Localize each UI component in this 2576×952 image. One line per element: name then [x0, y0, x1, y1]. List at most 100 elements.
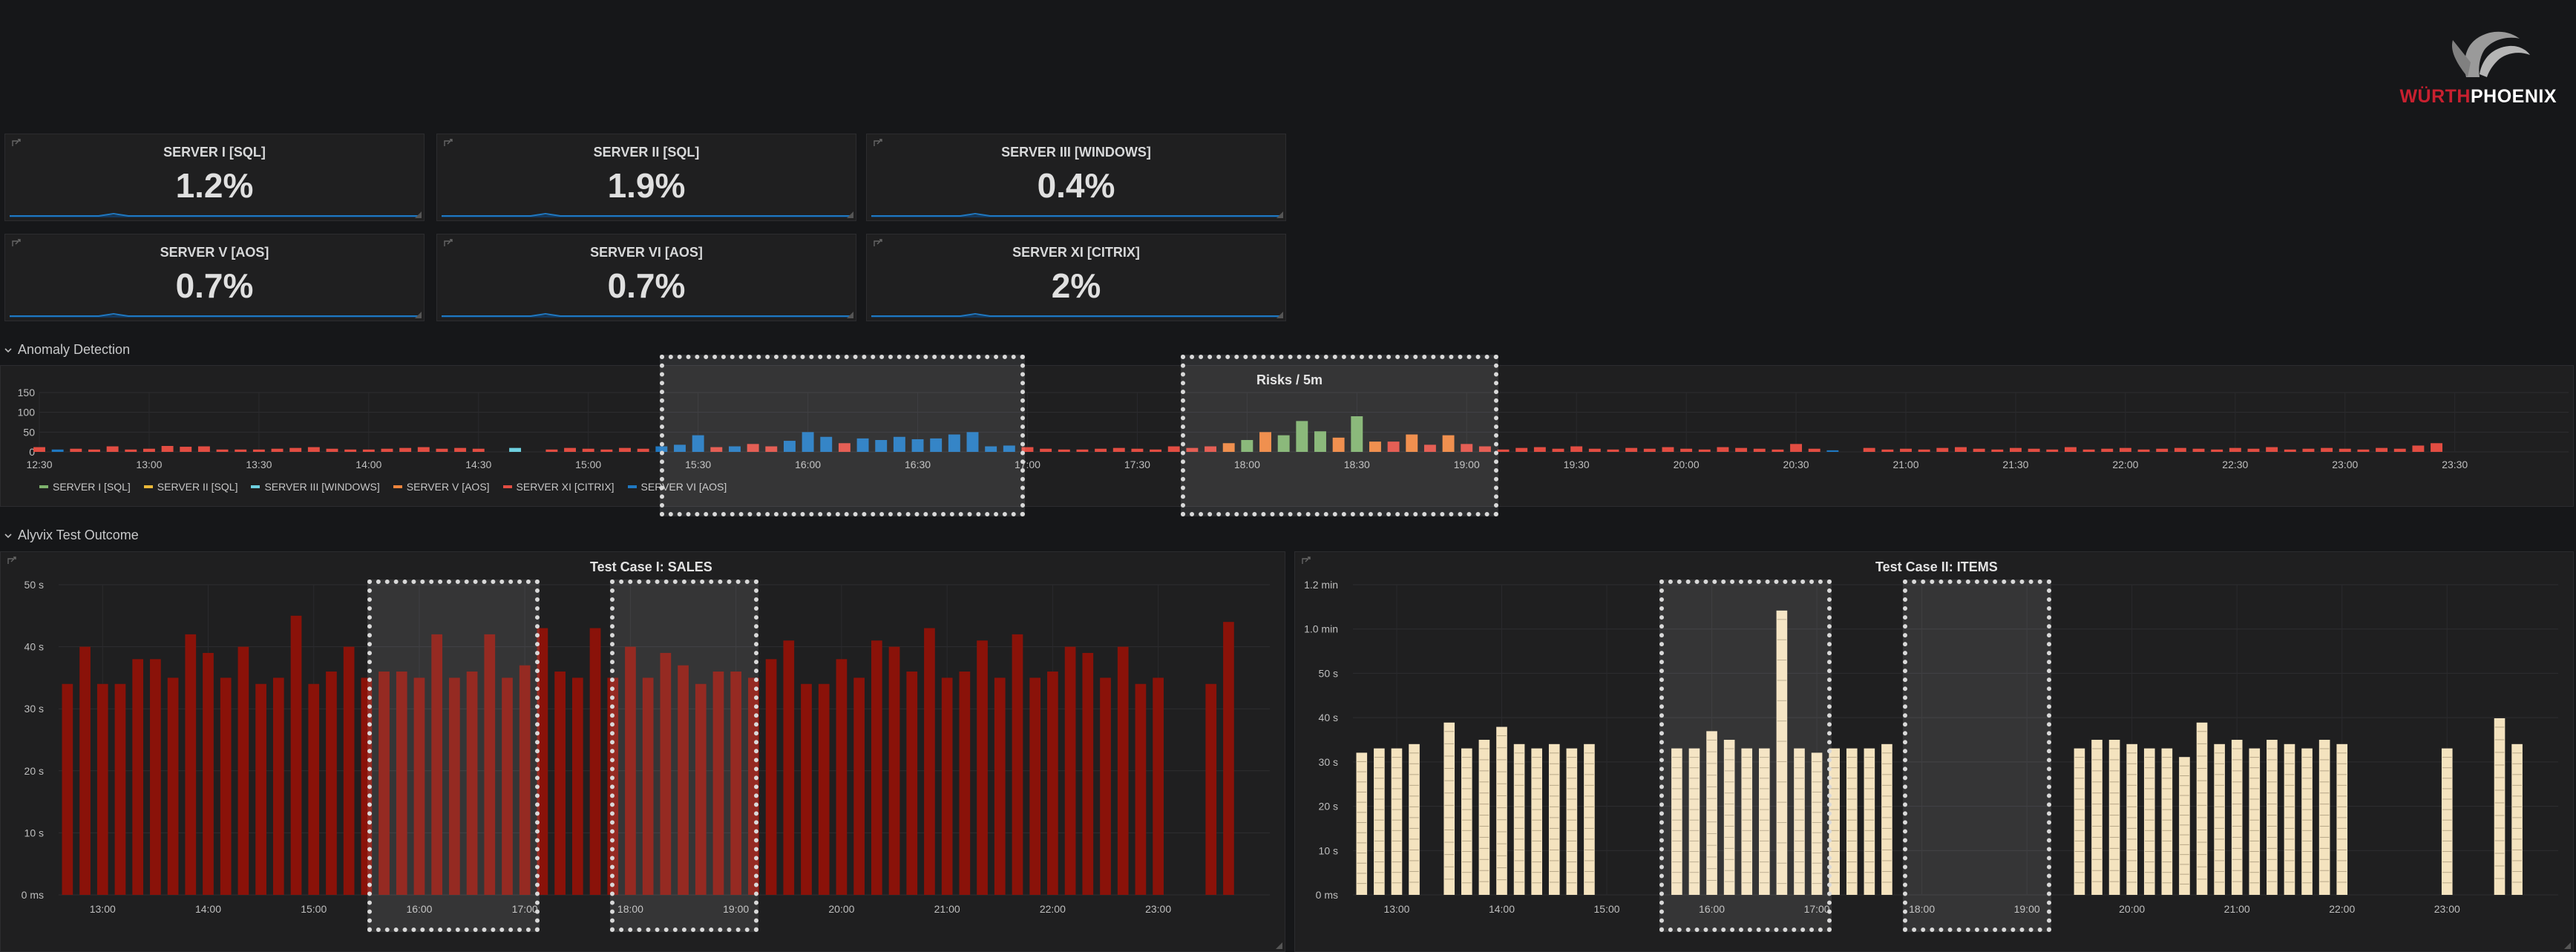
risk-bar	[1442, 435, 1455, 452]
row-alyvix-test-outcome[interactable]: Alyvix Test Outcome	[4, 528, 139, 543]
x-tick-label: 18:00	[617, 903, 643, 915]
brand-part-1: WÜRTH	[2399, 86, 2471, 107]
panel-link-icon[interactable]	[7, 557, 17, 565]
selection-overlay[interactable]	[1659, 580, 1832, 932]
duration-bar	[1461, 748, 1472, 895]
x-tick-label: 22:00	[2112, 459, 2138, 470]
selection-overlay[interactable]	[610, 580, 758, 932]
legend-item[interactable]: SERVER XI [CITRIX]	[502, 481, 614, 493]
legend-swatch	[502, 485, 512, 488]
selection-overlay[interactable]	[1181, 355, 1498, 516]
x-tick-label: 23:00	[1145, 903, 1171, 915]
risk-bar	[710, 447, 723, 452]
resize-handle[interactable]	[415, 312, 422, 318]
legend-item[interactable]: SERVER III [WINDOWS]	[251, 481, 380, 493]
x-tick-label: 20:00	[828, 903, 854, 915]
panel-link-icon[interactable]	[11, 239, 22, 248]
risk-bar	[930, 438, 943, 452]
x-tick-label: 14:30	[465, 459, 491, 470]
risk-bar	[1478, 446, 1491, 452]
duration-bar	[1741, 748, 1753, 895]
risk-bar	[783, 441, 796, 452]
selection-overlay[interactable]	[367, 580, 540, 932]
duration-bar	[660, 652, 672, 895]
risk-bar	[1698, 449, 1711, 452]
resize-handle[interactable]	[1276, 312, 1283, 318]
stat-value: 0.4%	[1037, 166, 1115, 205]
risk-bar	[1167, 446, 1180, 452]
risk-bar	[802, 432, 814, 452]
resize-handle[interactable]	[1276, 211, 1283, 218]
panel-link-icon[interactable]	[873, 139, 883, 148]
risks-panel: 150 100 50 0 12:30 13:00 13:30 14:00 14:30 15:00 1…	[0, 365, 2574, 507]
resize-handle[interactable]	[847, 312, 853, 318]
x-tick-label: 13:00	[136, 459, 162, 470]
x-tick-label: 16:00	[1699, 903, 1725, 915]
x-tick-label: 13:30	[246, 459, 272, 470]
x-tick-label: 19:00	[723, 903, 749, 915]
x-tick-label: 19:30	[1564, 459, 1590, 470]
panel-link-icon[interactable]	[443, 139, 453, 148]
risk-bar	[1680, 448, 1693, 452]
x-tick-label: 18:00	[1234, 459, 1260, 470]
duration-bar	[871, 640, 882, 895]
duration-bar	[1029, 677, 1041, 895]
duration-bar	[1478, 740, 1490, 895]
y-tick-label: 40 s	[1319, 712, 1338, 723]
risk-bar	[1423, 444, 1436, 452]
duration-bar	[1548, 743, 1560, 895]
stat-value: 2%	[1051, 266, 1101, 305]
risk-bar	[838, 443, 851, 452]
row-anomaly-detection[interactable]: Anomaly Detection	[4, 342, 130, 358]
risk-bar	[381, 448, 393, 452]
duration-bar	[2511, 743, 2523, 895]
legend-item[interactable]: SERVER II [SQL]	[143, 481, 237, 493]
legend-label: SERVER V [AOS]	[406, 481, 490, 493]
brand-wordmark: WÜRTHPHOENIX	[2399, 86, 2557, 108]
duration-bar	[1794, 748, 1805, 895]
risk-bar	[692, 435, 704, 452]
stat-panel: SERVER I [SQL] 1.2%	[4, 134, 425, 221]
duration-bar	[1531, 748, 1542, 895]
y-tick-label: 0 ms	[22, 889, 44, 901]
legend-item[interactable]: SERVER I [SQL]	[39, 481, 131, 493]
risk-bar	[1863, 447, 1875, 452]
duration-bar	[62, 683, 73, 895]
selection-overlay[interactable]	[660, 355, 1025, 516]
duration-bar	[220, 677, 232, 895]
y-tick-label: 150	[18, 387, 36, 398]
selection-overlay[interactable]	[1903, 580, 2051, 932]
duration-bar	[853, 677, 865, 895]
duration-bar	[114, 683, 126, 895]
y-tick-label: 20 s	[24, 765, 44, 777]
panel-link-icon[interactable]	[1301, 557, 1311, 565]
duration-bar	[343, 646, 355, 895]
stat-title: SERVER III [WINDOWS]	[1001, 145, 1151, 160]
phoenix-icon	[2451, 31, 2530, 77]
resize-handle[interactable]	[2564, 942, 2571, 949]
duration-bar	[678, 665, 689, 895]
resize-handle[interactable]	[415, 211, 422, 218]
panel-link-icon[interactable]	[873, 239, 883, 248]
risk-bar	[2082, 449, 2095, 452]
test-case-sales-panel: Test Case I: SALES 50 s 40 s 30 s 20 s 10 s 0…	[0, 551, 1285, 952]
duration-bar	[695, 683, 707, 895]
legend-swatch	[627, 485, 637, 488]
legend-item[interactable]: SERVER V [AOS]	[393, 481, 490, 493]
sparkline	[10, 312, 421, 318]
stat-value: 1.9%	[607, 166, 686, 205]
risk-bar	[911, 439, 924, 452]
panel-link-icon[interactable]	[11, 139, 22, 148]
risk-bar	[417, 447, 430, 452]
legend-label: SERVER III [WINDOWS]	[264, 481, 380, 493]
risk-bar	[1772, 449, 1784, 452]
resize-handle[interactable]	[1276, 942, 1282, 949]
risk-bar	[747, 444, 759, 452]
risk-bar	[674, 444, 686, 452]
panel-link-icon[interactable]	[443, 239, 453, 248]
duration-bar	[466, 672, 478, 895]
row-title-alyvix: Alyvix Test Outcome	[18, 528, 139, 542]
risk-bar	[619, 447, 631, 452]
resize-handle[interactable]	[847, 211, 853, 218]
risk-bar	[1186, 447, 1199, 452]
